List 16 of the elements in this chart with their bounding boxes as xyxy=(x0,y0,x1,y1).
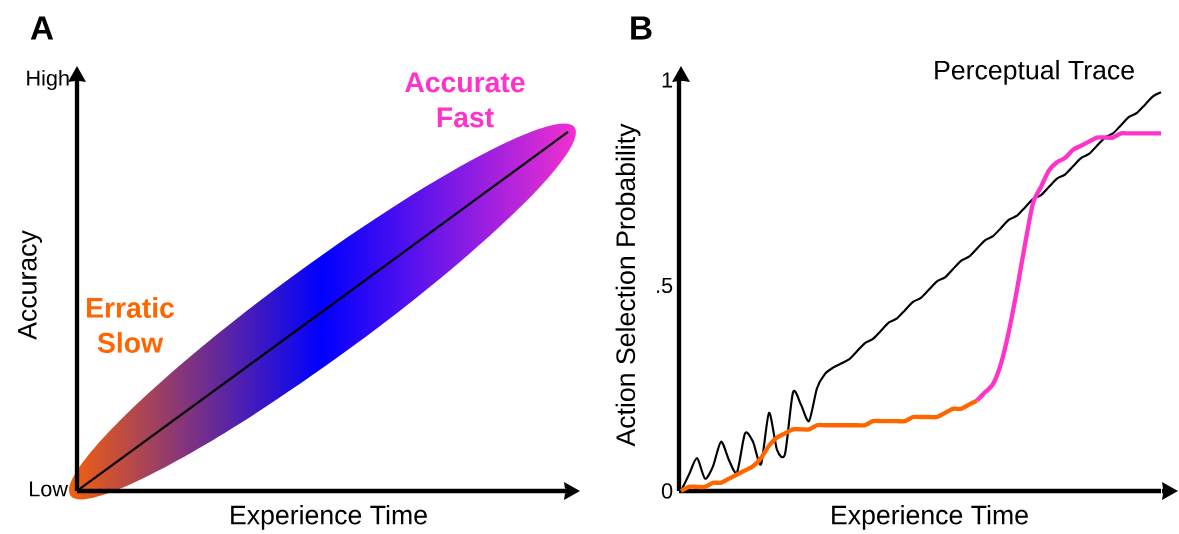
annotation: Low xyxy=(30,481,69,497)
y-tick-label: 1 xyxy=(662,72,673,88)
line-series xyxy=(974,131,1164,403)
y-axis-title: Action Selection Probability xyxy=(615,123,641,447)
text: Accurate Fast xyxy=(405,72,525,128)
y-tick-label: .5 xyxy=(657,277,673,294)
x-axis-title: Experience Time xyxy=(832,504,1028,530)
chart-title: B xyxy=(631,16,652,40)
y-tick-label: 0 xyxy=(661,483,673,499)
y-axis-title: Accuracy xyxy=(18,230,42,340)
line-series xyxy=(678,398,980,494)
text: High xyxy=(27,69,69,91)
chart-title: A xyxy=(30,16,54,40)
x-axis-title: Experience Time xyxy=(231,504,427,530)
annotation: Erratic Slow xyxy=(87,297,175,353)
series-label: Perceptual Trace xyxy=(935,59,1134,85)
